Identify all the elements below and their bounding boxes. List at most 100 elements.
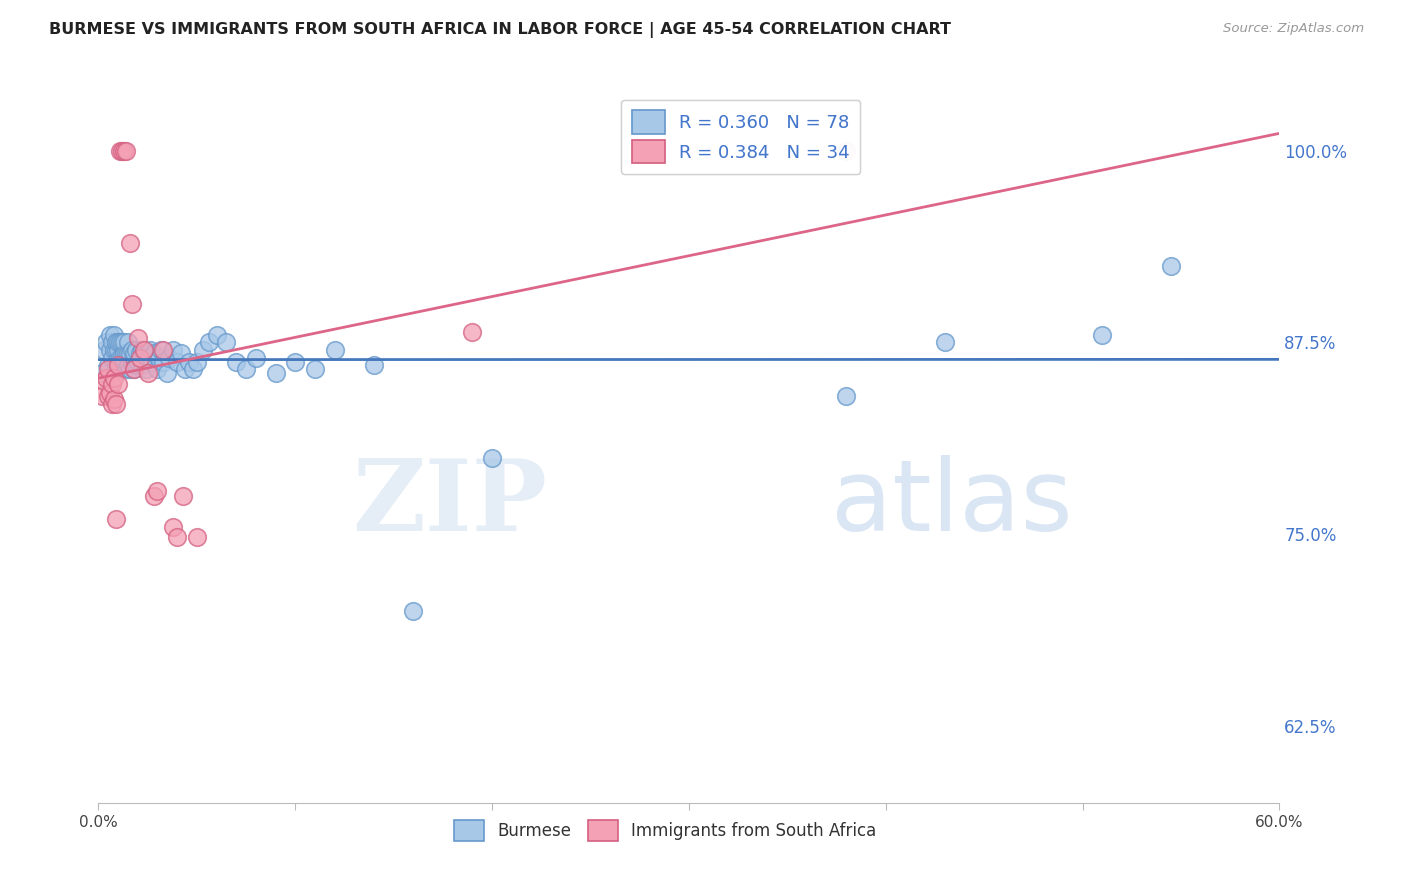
Point: [112, 355, 135, 369]
Point: [98, 343, 121, 357]
Point: [97, 359, 120, 373]
Point: [157, 351, 180, 365]
Point: [402, 604, 425, 618]
Point: [191, 343, 214, 357]
Point: [835, 389, 858, 403]
Point: [127, 331, 149, 345]
Point: [112, 346, 135, 360]
Point: [97, 361, 120, 376]
Point: [152, 343, 174, 357]
Point: [105, 359, 128, 373]
Point: [103, 327, 125, 342]
Point: [225, 355, 247, 369]
Point: [107, 343, 129, 357]
Point: [156, 366, 179, 380]
Point: [150, 343, 173, 357]
Point: [111, 335, 134, 350]
Point: [142, 489, 165, 503]
Point: [128, 351, 150, 365]
Point: [132, 343, 155, 357]
Point: [1160, 259, 1182, 273]
Point: [148, 351, 170, 365]
Point: [170, 346, 193, 360]
Point: [112, 335, 135, 350]
Point: [264, 366, 287, 380]
Point: [146, 361, 169, 376]
Point: [108, 351, 131, 365]
Point: [121, 297, 143, 311]
Point: [127, 355, 149, 369]
Point: [118, 361, 141, 376]
Point: [1091, 327, 1114, 342]
Point: [166, 530, 188, 544]
Point: [103, 392, 125, 407]
Point: [107, 359, 129, 373]
Point: [118, 346, 141, 360]
Point: [108, 144, 131, 158]
Point: [111, 144, 134, 158]
Point: [107, 335, 129, 350]
Point: [136, 366, 159, 380]
Point: [121, 343, 143, 357]
Point: [97, 389, 120, 403]
Point: [122, 361, 145, 376]
Point: [98, 386, 121, 401]
Point: [166, 355, 188, 369]
Point: [101, 397, 124, 411]
Point: [177, 355, 200, 369]
Point: [122, 346, 145, 360]
Point: [304, 361, 326, 376]
Point: [96, 335, 118, 350]
Text: Source: ZipAtlas.com: Source: ZipAtlas.com: [1223, 22, 1364, 36]
Point: [108, 335, 131, 350]
Point: [284, 355, 307, 369]
Point: [205, 327, 228, 342]
Point: [131, 343, 153, 357]
Point: [135, 361, 157, 376]
Point: [136, 351, 159, 365]
Point: [215, 335, 238, 350]
Point: [363, 359, 385, 373]
Point: [101, 351, 124, 365]
Point: [103, 343, 125, 357]
Point: [118, 235, 141, 250]
Point: [96, 370, 118, 384]
Point: [122, 361, 145, 376]
Text: atlas: atlas: [831, 455, 1073, 551]
Point: [105, 335, 128, 350]
Point: [186, 355, 208, 369]
Point: [181, 361, 204, 376]
Point: [93, 374, 115, 388]
Point: [197, 335, 219, 350]
Point: [107, 376, 129, 391]
Point: [101, 335, 124, 350]
Point: [112, 144, 135, 158]
Point: [105, 343, 128, 357]
Point: [117, 346, 139, 360]
Point: [323, 343, 346, 357]
Point: [101, 376, 124, 391]
Text: ZIP: ZIP: [353, 455, 547, 551]
Point: [107, 351, 129, 365]
Point: [934, 335, 956, 350]
Point: [91, 389, 114, 403]
Point: [186, 530, 208, 544]
Point: [115, 144, 138, 158]
Point: [108, 361, 131, 376]
Point: [162, 343, 184, 357]
Point: [245, 351, 267, 365]
Point: [172, 489, 194, 503]
Point: [115, 346, 138, 360]
Point: [132, 346, 155, 360]
Point: [235, 361, 257, 376]
Point: [162, 519, 184, 533]
Point: [141, 355, 163, 369]
Point: [481, 450, 503, 465]
Point: [146, 484, 169, 499]
Point: [128, 346, 150, 360]
Point: [105, 512, 128, 526]
Point: [174, 361, 197, 376]
Point: [125, 359, 148, 373]
Point: [131, 359, 153, 373]
Point: [152, 355, 174, 369]
